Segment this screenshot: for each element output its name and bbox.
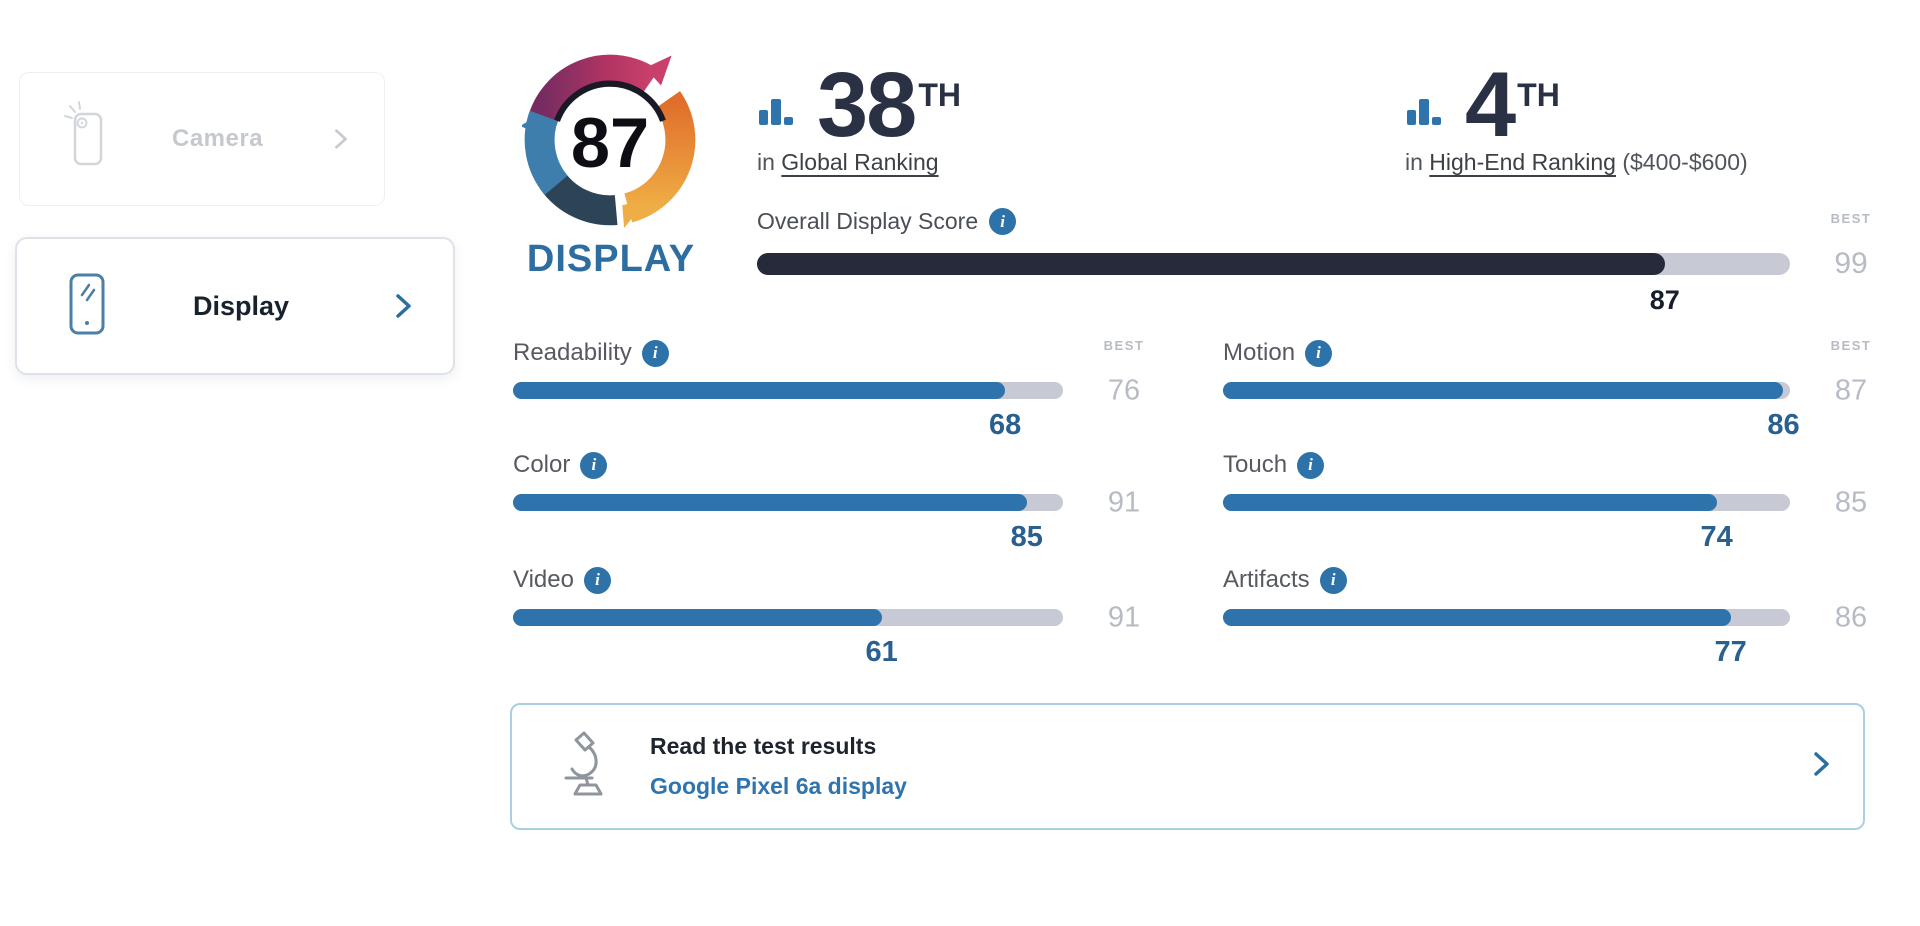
info-icon[interactable]: i xyxy=(1319,566,1347,594)
highend-ranking-position: 4 xyxy=(1465,54,1516,156)
metric-fill xyxy=(513,382,1006,399)
metric-value: 61 xyxy=(865,636,898,668)
metric-fill xyxy=(513,609,882,626)
global-ranking-block: 38 TH in Global Ranking xyxy=(757,54,961,176)
metric-best-value: 76 xyxy=(1107,374,1141,406)
highend-ranking-ordinal: TH xyxy=(1517,77,1560,113)
info-icon[interactable]: i xyxy=(580,451,608,479)
metric-bar: 86 BEST 87 xyxy=(1223,338,1870,441)
metric-best-value: 85 xyxy=(1834,486,1868,518)
metric-value: 77 xyxy=(1714,636,1747,668)
metric-bar: 77 86 xyxy=(1223,601,1867,668)
sidebar-card-display[interactable]: Display xyxy=(15,237,455,375)
metric-best-caption: BEST xyxy=(1830,338,1872,353)
metric-label: Video xyxy=(513,566,574,593)
metric-bar: 74 85 xyxy=(1223,486,1867,553)
metric-label: Touch xyxy=(1223,451,1288,478)
overall-score-bar: 87 BEST 99 xyxy=(757,211,1870,315)
metric-artifacts: Artifacts i 77 86 xyxy=(1223,566,1867,668)
info-icon[interactable]: i xyxy=(583,566,611,594)
metric-value: 85 xyxy=(1010,521,1043,553)
metric-video: Video i 61 91 xyxy=(513,566,1140,668)
display-score-badge: 87 xyxy=(520,52,698,228)
info-icon[interactable]: i xyxy=(1297,451,1325,479)
ranking-prefix: in xyxy=(1405,149,1430,175)
metric-value: 86 xyxy=(1767,409,1800,441)
cta-title: Read the test results xyxy=(650,733,877,759)
camera-card-label: Camera xyxy=(172,125,264,152)
metric-motion: Motion i 86 BEST 87 xyxy=(1223,338,1870,441)
overall-best-value: 99 xyxy=(1834,247,1868,280)
test-results-card[interactable]: Read the test results Google Pixel 6a di… xyxy=(510,703,1865,830)
metric-best-value: 91 xyxy=(1107,601,1141,633)
metric-value: 68 xyxy=(988,409,1022,441)
metric-label: Artifacts xyxy=(1223,566,1310,593)
metric-bar: 68 BEST 76 xyxy=(513,338,1143,441)
info-icon[interactable]: i xyxy=(1305,339,1333,367)
metric-fill xyxy=(1223,382,1784,399)
cta-chevron-icon[interactable] xyxy=(1809,748,1833,785)
overall-best-caption: BEST xyxy=(1830,211,1872,226)
highend-ranking-block: 4 TH in High-End Ranking ($400-$600) xyxy=(1405,54,1748,176)
ranking-prefix: in xyxy=(757,149,782,175)
metric-fill xyxy=(1223,609,1731,626)
metric-label: Color xyxy=(513,451,571,478)
metric-bar: 85 91 xyxy=(513,486,1140,553)
metric-best-value: 87 xyxy=(1834,374,1868,406)
ranking-price-note: ($400-$600) xyxy=(1615,149,1748,175)
highend-ranking-link[interactable]: High-End Ranking xyxy=(1429,149,1616,175)
metric-color: Color i 85 91 xyxy=(513,451,1140,553)
metric-best-value: 86 xyxy=(1834,601,1868,633)
global-ranking-caption: in Global Ranking xyxy=(757,149,961,176)
display-card-label: Display xyxy=(193,290,290,321)
global-ranking-link[interactable]: Global Ranking xyxy=(781,149,939,175)
display-wordmark: DISPLAY xyxy=(526,238,696,280)
display-chevron-icon xyxy=(391,291,415,321)
metric-label: Readability xyxy=(513,339,632,366)
cta-product-link[interactable]: Google Pixel 6a display xyxy=(650,773,907,799)
metric-label: Motion xyxy=(1223,339,1296,366)
info-icon[interactable]: i xyxy=(641,339,669,367)
global-ranking-ordinal: TH xyxy=(918,77,961,113)
metric-fill xyxy=(513,494,1027,511)
score-badge-value: 87 xyxy=(571,103,649,182)
overall-score-label: Overall Display Score xyxy=(757,208,979,234)
info-icon[interactable]: i xyxy=(989,208,1017,235)
ranking-bars-icon xyxy=(1405,97,1449,132)
metric-value: 74 xyxy=(1700,521,1733,553)
highend-ranking-caption: in High-End Ranking ($400-$600) xyxy=(1405,149,1748,176)
global-ranking-position: 38 xyxy=(817,54,917,156)
overall-score-fill xyxy=(757,253,1665,275)
metric-fill xyxy=(1223,494,1717,511)
metric-best-caption: BEST xyxy=(1103,338,1145,353)
metric-touch: Touch i 74 85 xyxy=(1223,451,1867,553)
overall-score-value: 87 xyxy=(1649,285,1680,315)
overall-score-header: Overall Display Score i xyxy=(757,208,1017,235)
display-phone-icon xyxy=(67,271,107,342)
camera-phone-icon xyxy=(62,98,110,181)
camera-chevron-icon xyxy=(330,125,352,153)
metric-bar: 61 91 xyxy=(513,601,1140,668)
metric-readability: Readability i 68 BEST 76 xyxy=(513,338,1143,441)
ranking-bars-icon xyxy=(757,97,801,132)
microscope-icon xyxy=(560,728,616,805)
sidebar-card-camera[interactable]: Camera xyxy=(19,72,385,206)
metric-best-value: 91 xyxy=(1107,486,1141,518)
